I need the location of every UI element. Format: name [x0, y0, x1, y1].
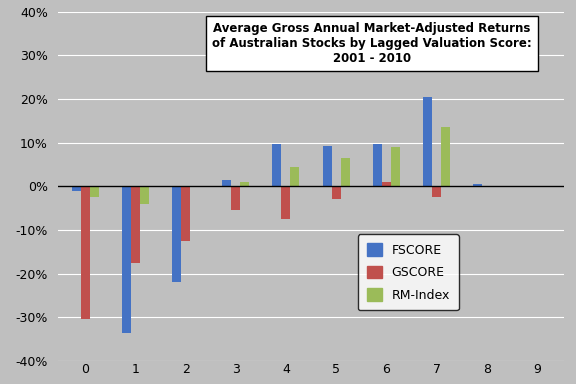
Bar — [441, 127, 450, 186]
Bar — [140, 186, 149, 204]
Bar — [240, 182, 249, 186]
Bar — [323, 146, 332, 186]
Text: 7: 7 — [433, 363, 441, 376]
Bar — [473, 184, 482, 186]
Text: 8: 8 — [483, 363, 491, 376]
Bar — [332, 186, 340, 199]
Bar — [391, 147, 400, 186]
Text: 9: 9 — [533, 363, 541, 376]
Text: 6: 6 — [382, 363, 391, 376]
Text: 4: 4 — [282, 363, 290, 376]
Bar — [172, 186, 181, 282]
Bar — [231, 186, 240, 210]
Text: 1: 1 — [131, 363, 139, 376]
Bar — [282, 186, 290, 219]
Bar — [373, 144, 382, 186]
Bar — [272, 144, 282, 186]
Bar — [131, 186, 140, 263]
Bar — [90, 186, 98, 197]
Bar — [181, 186, 190, 241]
Text: 2: 2 — [181, 363, 190, 376]
Bar — [122, 186, 131, 333]
Bar — [290, 167, 300, 186]
Bar — [423, 97, 432, 186]
Text: 5: 5 — [332, 363, 340, 376]
Bar — [382, 182, 391, 186]
Bar — [432, 186, 441, 197]
Legend: FSCORE, GSCORE, RM-Index: FSCORE, GSCORE, RM-Index — [358, 234, 458, 310]
Text: 3: 3 — [232, 363, 240, 376]
Bar — [222, 180, 231, 186]
Bar — [81, 186, 90, 319]
Bar — [71, 186, 81, 190]
Text: Average Gross Annual Market-Adjusted Returns
of Australian Stocks by Lagged Valu: Average Gross Annual Market-Adjusted Ret… — [212, 22, 532, 65]
Text: 0: 0 — [81, 363, 89, 376]
Bar — [340, 158, 350, 186]
